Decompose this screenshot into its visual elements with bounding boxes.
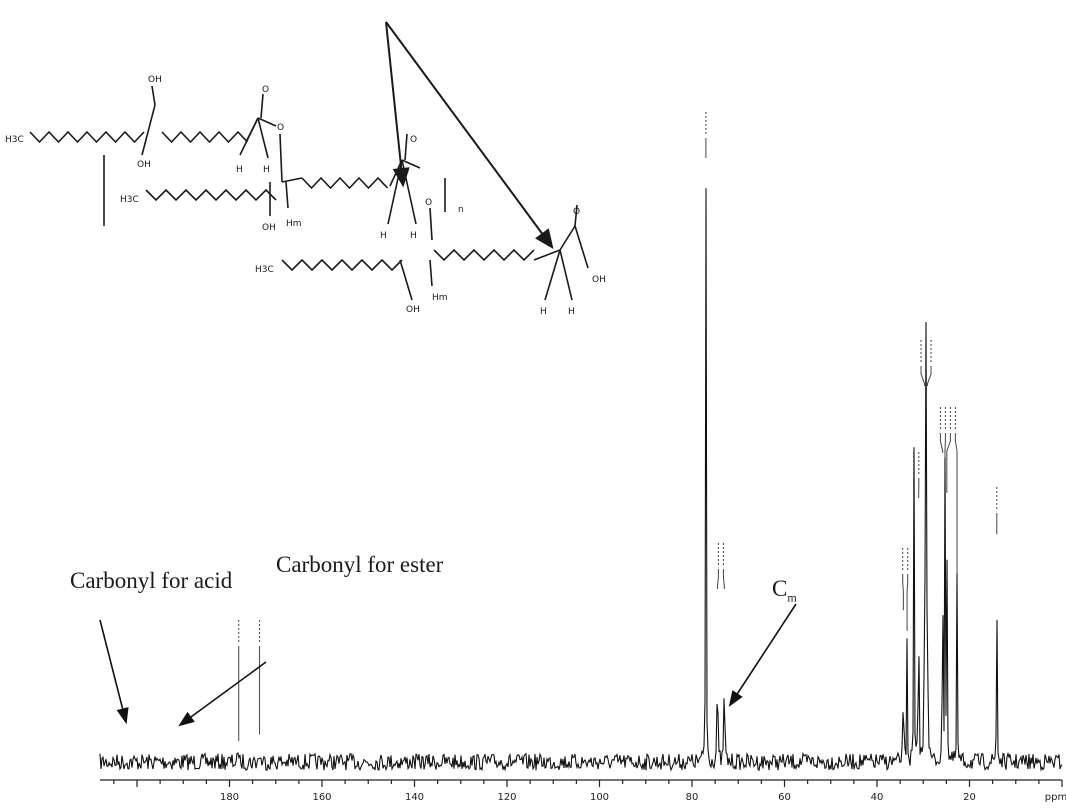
annotation-carbonyl-acid: Carbonyl for acid	[70, 568, 233, 593]
atom-label-h: H	[568, 307, 575, 317]
peak-label-connector	[946, 433, 951, 493]
arrow-carbonyl-acid-head	[116, 707, 129, 725]
peak-label-connector	[954, 433, 958, 576]
x-tick-label: 80	[686, 792, 699, 803]
atom-label-o: O	[425, 198, 432, 208]
annotation-cm-sub: m	[787, 590, 797, 605]
x-tick-label: ppm	[1045, 792, 1066, 803]
atom-label-oh: OH	[137, 160, 151, 170]
carbon-chain	[161, 130, 249, 144]
x-tick-label: 40	[871, 792, 884, 803]
bond	[151, 85, 156, 106]
arrow-carbonyl-ester-head	[178, 711, 195, 727]
bond	[533, 249, 561, 261]
bond	[141, 131, 149, 156]
carbon-chain	[145, 188, 277, 202]
atom-label-n: n	[458, 205, 464, 215]
bond	[285, 181, 289, 209]
peak-label-connector	[926, 366, 932, 386]
atom-label-o: O	[573, 207, 580, 217]
bond	[279, 133, 283, 183]
x-tick-label: 140	[405, 792, 424, 803]
annotation-cm: Cm	[772, 576, 797, 606]
callout-arrow-ester-ch2-head	[392, 167, 410, 188]
x-axis: 180 160 140 120 100 80 60 40 20 ppm	[100, 779, 1066, 803]
bond	[239, 117, 259, 156]
atom-label-h: H	[236, 165, 243, 175]
peak-label-connector	[920, 366, 926, 386]
bond	[574, 204, 578, 227]
atom-label-o: O	[410, 135, 417, 145]
atom-label-h: H	[410, 231, 417, 241]
carbon-chain	[29, 130, 145, 144]
bond	[401, 159, 421, 169]
peak-label-ticks	[238, 112, 998, 742]
methyl-label-2: H3C	[120, 195, 139, 205]
x-tick-label: 100	[590, 792, 609, 803]
spectrum-trace	[99, 188, 1063, 772]
atom-label-h: H	[380, 231, 387, 241]
arrow-carbonyl-acid	[99, 619, 127, 723]
bond	[559, 225, 576, 251]
x-tick-label: 120	[497, 792, 516, 803]
annotation-arrows	[99, 603, 797, 727]
atom-label-o: O	[262, 85, 269, 95]
annotation-carbonyl-ester: Carbonyl for ester	[276, 552, 444, 577]
callout-arrow-acid-ch2-head	[535, 228, 554, 250]
bond	[257, 117, 277, 127]
bond	[281, 177, 303, 183]
bond	[260, 93, 264, 119]
x-tick-label: 60	[778, 792, 791, 803]
atom-label-oh: OH	[592, 275, 606, 285]
callout-arrow-acid-ch2	[385, 21, 553, 248]
carbon-chain	[301, 176, 389, 190]
bond	[559, 249, 573, 301]
arrow-cm	[729, 603, 797, 706]
bond	[429, 207, 433, 241]
methyl-label-1: H3C	[5, 135, 24, 145]
arrow-carbonyl-ester	[179, 661, 267, 726]
bond	[574, 225, 589, 269]
arrow-cm-head	[728, 690, 743, 707]
x-tick-label: 180	[220, 792, 239, 803]
atom-label-hm: Hm	[286, 219, 302, 229]
atom-label-h: H	[540, 307, 547, 317]
x-tick-label: 160	[312, 792, 331, 803]
structure-callout-arrows	[385, 21, 554, 250]
peak-label-connector	[939, 433, 944, 453]
bond	[147, 104, 156, 133]
peak-label-connector	[902, 574, 904, 611]
atom-label-o: O	[277, 123, 284, 133]
bond	[544, 249, 561, 301]
peak-label-connector	[716, 569, 719, 589]
bond	[429, 259, 433, 287]
bond	[404, 133, 408, 161]
methyl-label-3: H3C	[255, 265, 274, 275]
atom-label-oh: OH	[148, 75, 162, 85]
atom-label-oh: OH	[406, 305, 420, 315]
atom-label-oh: OH	[262, 223, 276, 233]
bond	[257, 117, 269, 159]
x-tick-label: 20	[963, 792, 976, 803]
atom-label-hm: Hm	[432, 293, 448, 303]
annotation-cm-main: C	[772, 576, 788, 601]
peak-label-connector	[906, 574, 909, 631]
carbon-chain	[433, 248, 535, 262]
peak-label-connector	[722, 569, 725, 589]
callout-arrow-ester-ch2	[385, 21, 404, 186]
carbon-chain	[281, 258, 403, 272]
atom-label-h: H	[263, 165, 270, 175]
bond	[399, 259, 413, 301]
